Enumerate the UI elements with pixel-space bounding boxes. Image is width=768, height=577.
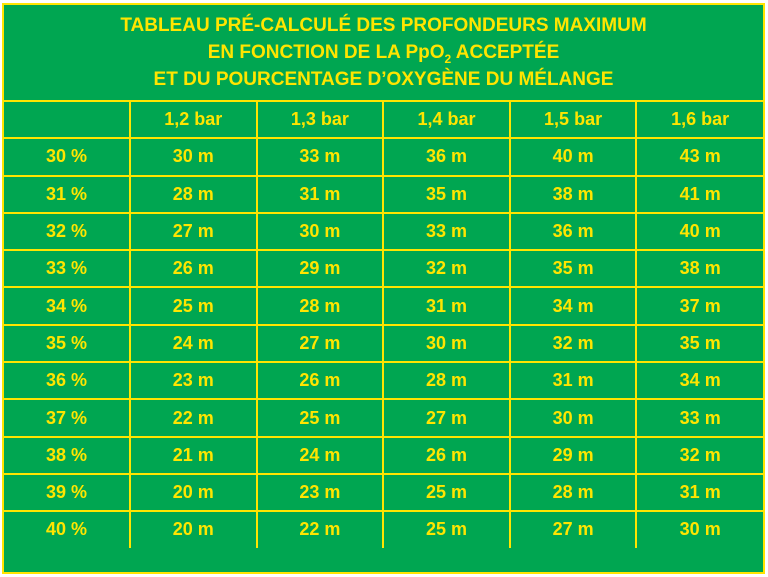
table-row: 32 % 27 m 30 m 33 m 36 m 40 m <box>4 211 763 252</box>
depth-cell: 40 m <box>635 211 763 252</box>
depth-cell: 32 m <box>635 435 763 475</box>
depth-cell: 38 m <box>635 249 763 289</box>
title-line-2-text: EN FONCTION DE LA PpO <box>207 42 445 63</box>
column-header: 1,3 bar <box>255 102 385 140</box>
depth-cell: 22 m <box>255 510 385 548</box>
depth-cell: 32 m <box>508 323 638 364</box>
row-label: 32 % <box>4 211 131 252</box>
row-label: 31 % <box>4 174 131 214</box>
table-row: 39 % 20 m 23 m 25 m 28 m 31 m <box>4 472 763 513</box>
depth-cell: 25 m <box>255 398 385 438</box>
depth-cell: 30 m <box>635 510 763 548</box>
table-row: 38 % 21 m 24 m 26 m 29 m 32 m <box>4 435 763 475</box>
corner-cell <box>4 102 131 140</box>
header-row: 1,2 bar 1,3 bar 1,4 bar 1,5 bar 1,6 bar <box>4 102 763 140</box>
depth-cell: 20 m <box>129 472 258 513</box>
depth-cell: 25 m <box>129 286 258 326</box>
depth-cell: 26 m <box>382 435 511 475</box>
depth-cell: 28 m <box>382 361 511 401</box>
depth-cell: 24 m <box>129 323 258 364</box>
depth-cell: 28 m <box>255 286 385 326</box>
depth-cell: 31 m <box>635 472 763 513</box>
row-label: 33 % <box>4 249 131 289</box>
column-header: 1,5 bar <box>508 102 638 140</box>
row-label: 37 % <box>4 398 131 438</box>
depth-cell: 32 m <box>382 249 511 289</box>
depth-cell: 29 m <box>255 249 385 289</box>
depth-cell: 43 m <box>635 138 763 177</box>
depth-cell: 35 m <box>508 249 638 289</box>
depth-cell: 38 m <box>508 174 638 214</box>
row-label: 39 % <box>4 472 131 513</box>
depth-cell: 33 m <box>635 398 763 438</box>
depth-cell: 30 m <box>382 323 511 364</box>
depth-cell: 20 m <box>129 510 258 548</box>
column-header: 1,6 bar <box>635 102 763 140</box>
depth-cell: 28 m <box>508 472 638 513</box>
title-line-1: TABLEAU PRÉ-CALCULÉ DES PROFONDEURS MAXI… <box>120 15 647 36</box>
depth-cell: 23 m <box>129 361 258 401</box>
depth-cell: 31 m <box>382 286 511 326</box>
table-row: 31 % 28 m 31 m 35 m 38 m 41 m <box>4 174 763 214</box>
depth-table-panel: TABLEAU PRÉ-CALCULÉ DES PROFONDEURS MAXI… <box>2 3 765 574</box>
table-row: 35 % 24 m 27 m 30 m 32 m 35 m <box>4 323 763 364</box>
depth-cell: 31 m <box>255 174 385 214</box>
table-row: 33 % 26 m 29 m 32 m 35 m 38 m <box>4 249 763 289</box>
table-row: 30 % 30 m 33 m 36 m 40 m 43 m <box>4 138 763 177</box>
column-header: 1,4 bar <box>382 102 511 140</box>
depth-cell: 27 m <box>255 323 385 364</box>
depth-cell: 37 m <box>635 286 763 326</box>
table-row: 34 % 25 m 28 m 31 m 34 m 37 m <box>4 286 763 326</box>
table-row: 40 % 20 m 22 m 25 m 27 m 30 m <box>4 510 763 548</box>
depth-cell: 25 m <box>382 510 511 548</box>
row-label: 30 % <box>4 138 131 177</box>
row-label: 40 % <box>4 510 131 548</box>
depth-cell: 30 m <box>255 211 385 252</box>
depth-cell: 40 m <box>508 138 638 177</box>
depth-table: 1,2 bar 1,3 bar 1,4 bar 1,5 bar 1,6 bar 30 %… <box>4 102 763 548</box>
depth-cell: 28 m <box>129 174 258 214</box>
depth-cell: 41 m <box>635 174 763 214</box>
depth-cell: 35 m <box>635 323 763 364</box>
depth-cell: 21 m <box>129 435 258 475</box>
table-row: 37 % 22 m 25 m 27 m 30 m 33 m <box>4 398 763 438</box>
title-subscript: 2 <box>444 51 452 66</box>
depth-cell: 36 m <box>508 211 638 252</box>
row-label: 36 % <box>4 361 131 401</box>
table-row: 36 % 23 m 26 m 28 m 31 m 34 m <box>4 361 763 401</box>
depth-cell: 22 m <box>129 398 258 438</box>
row-label: 35 % <box>4 323 131 364</box>
depth-cell: 24 m <box>255 435 385 475</box>
depth-cell: 30 m <box>129 138 258 177</box>
depth-cell: 25 m <box>382 472 511 513</box>
table-title: TABLEAU PRÉ-CALCULÉ DES PROFONDEURS MAXI… <box>4 5 763 102</box>
depth-cell: 26 m <box>255 361 385 401</box>
depth-cell: 27 m <box>382 398 511 438</box>
title-line-2-end: ACCEPTÉE <box>451 42 560 63</box>
depth-cell: 31 m <box>508 361 638 401</box>
column-header: 1,2 bar <box>129 102 258 140</box>
depth-cell: 27 m <box>129 211 258 252</box>
depth-cell: 29 m <box>508 435 638 475</box>
depth-cell: 27 m <box>508 510 638 548</box>
title-line-2: EN FONCTION DE LA PpO2 ACCEPTÉE <box>208 39 560 66</box>
depth-cell: 34 m <box>508 286 638 326</box>
title-line-3: ET DU POURCENTAGE D’OXYGÈNE DU MÉLANGE <box>153 69 614 90</box>
depth-cell: 23 m <box>255 472 385 513</box>
depth-cell: 35 m <box>382 174 511 214</box>
depth-cell: 30 m <box>508 398 638 438</box>
depth-cell: 26 m <box>129 249 258 289</box>
row-label: 38 % <box>4 435 131 475</box>
depth-cell: 36 m <box>382 138 511 177</box>
depth-cell: 34 m <box>635 361 763 401</box>
depth-cell: 33 m <box>382 211 511 252</box>
row-label: 34 % <box>4 286 131 326</box>
depth-cell: 33 m <box>255 138 385 177</box>
